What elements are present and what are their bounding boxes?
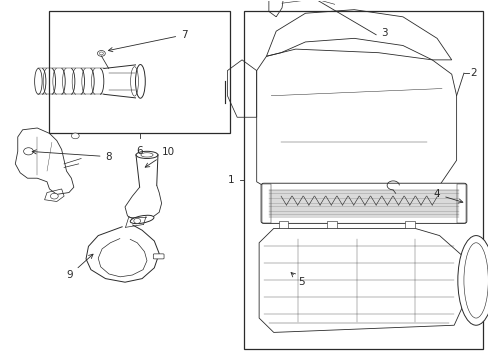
Bar: [327, 221, 336, 228]
Bar: [405, 221, 414, 228]
Ellipse shape: [35, 68, 42, 94]
Bar: [338, 204, 349, 211]
Bar: [396, 204, 408, 211]
Ellipse shape: [457, 235, 488, 325]
Ellipse shape: [135, 64, 145, 98]
Circle shape: [99, 52, 103, 55]
Text: 8: 8: [32, 150, 112, 162]
Bar: [278, 221, 288, 228]
Bar: [261, 184, 271, 223]
Text: 10: 10: [145, 147, 174, 167]
Ellipse shape: [130, 215, 154, 224]
Circle shape: [23, 148, 33, 155]
FancyBboxPatch shape: [153, 254, 163, 259]
Bar: [280, 204, 291, 211]
Circle shape: [134, 219, 141, 224]
Ellipse shape: [136, 151, 158, 158]
Circle shape: [97, 50, 105, 56]
Bar: [244, 12, 483, 348]
Circle shape: [71, 133, 79, 139]
Circle shape: [50, 193, 58, 199]
Text: 4: 4: [433, 189, 462, 203]
Text: 1: 1: [228, 175, 234, 185]
FancyBboxPatch shape: [261, 183, 466, 224]
Text: 2: 2: [469, 68, 476, 78]
Text: 7: 7: [108, 30, 187, 52]
Text: 9: 9: [66, 254, 93, 280]
Text: 3: 3: [380, 28, 387, 38]
Bar: [456, 184, 466, 223]
Text: 6: 6: [136, 145, 142, 156]
Text: 5: 5: [290, 273, 304, 287]
Bar: [49, 12, 229, 134]
